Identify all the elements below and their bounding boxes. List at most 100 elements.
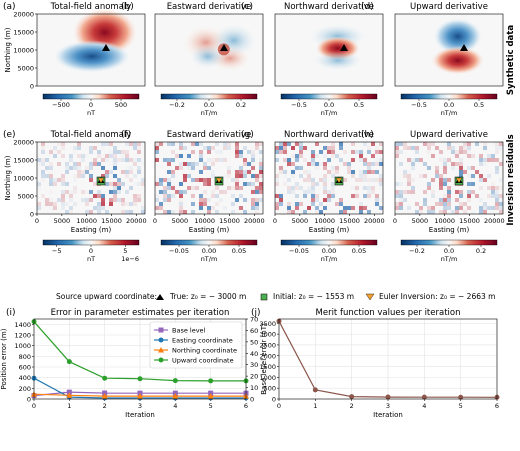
residual-cell [359, 170, 363, 174]
residual-cell [323, 198, 327, 202]
residual-cell [359, 202, 363, 206]
residual-cell [235, 198, 239, 202]
data-point [172, 378, 178, 384]
colorbar [400, 93, 498, 100]
residual-cell [335, 170, 339, 174]
residual-cell [121, 182, 125, 186]
xtick-label: 4 [422, 402, 426, 410]
residual-cell [179, 182, 183, 186]
residual-cell [339, 146, 343, 150]
residual-cell [167, 158, 171, 162]
residual-cell [415, 190, 419, 194]
residual-cell [199, 142, 203, 146]
ytick-label: 1400 [14, 321, 31, 329]
residual-cell [171, 210, 175, 214]
residual-cell [371, 186, 375, 190]
residual-cell [323, 206, 327, 210]
residual-cell [251, 182, 255, 186]
residual-cell [113, 174, 117, 178]
panel-f: (f) Eastward derivative 0 5000 10000 15000 200… [121, 130, 265, 263]
residual-cell [451, 162, 455, 166]
residual-cell [443, 202, 447, 206]
residual-cell [247, 150, 251, 154]
residual-cell [89, 210, 93, 214]
residual-cell [471, 166, 475, 170]
xtick-label: 3 [386, 402, 390, 410]
residual-cell [89, 162, 93, 166]
residual-cell [487, 194, 491, 198]
residual-cell [451, 210, 455, 214]
ytick-right-label: 70 [250, 316, 258, 324]
residual-cell [479, 186, 483, 190]
residual-cell [431, 206, 435, 210]
residual-cell [291, 162, 295, 166]
residual-cell [331, 190, 335, 194]
residual-cell [311, 202, 315, 206]
residual-cell [255, 202, 259, 206]
residual-cell [203, 198, 207, 202]
residual-cell [85, 198, 89, 202]
y-axis-label: Northing (m) [4, 27, 12, 72]
residual-cell [419, 174, 423, 178]
residual-cell [223, 158, 227, 162]
residual-cell [255, 206, 259, 210]
residual-cell [323, 182, 327, 186]
residual-cell [175, 190, 179, 194]
residual-cell [471, 154, 475, 158]
residual-cell [199, 178, 203, 182]
residual-cell [499, 178, 503, 182]
residual-cell [303, 146, 307, 150]
residual-cell [475, 142, 479, 146]
residual-cell [137, 170, 141, 174]
residual-cell [279, 146, 283, 150]
residual-cell [251, 162, 255, 166]
residual-cell [247, 162, 251, 166]
residual-cell [247, 198, 251, 202]
residual-cell [243, 162, 247, 166]
residual-cell [77, 174, 81, 178]
residual-cell [443, 210, 447, 214]
residual-cell [367, 178, 371, 182]
xtick-label: 2 [103, 402, 107, 410]
residual-cell [295, 194, 299, 198]
colorbar-unit: nT/m [441, 255, 458, 263]
residual-cell [239, 194, 243, 198]
residual-cell [303, 190, 307, 194]
residual-cell [61, 202, 65, 206]
ytick-label: 5000 [17, 193, 34, 201]
data-point [102, 375, 108, 381]
residual-cell [363, 186, 367, 190]
residual-cell [97, 190, 101, 194]
residual-cell [411, 166, 415, 170]
residual-cell [171, 150, 175, 154]
residual-cell [283, 182, 287, 186]
residual-cell [423, 162, 427, 166]
residual-cell [243, 182, 247, 186]
residual-cell [53, 202, 57, 206]
residual-cell [171, 170, 175, 174]
residual-cell [93, 206, 97, 210]
residual-cell [415, 202, 419, 206]
panel-letter: (d) [361, 2, 374, 12]
residual-cell [129, 202, 133, 206]
xtick-label: 10000 [314, 217, 335, 225]
residual-cell [327, 158, 331, 162]
residual-cell [395, 194, 399, 198]
residual-cell [37, 202, 41, 206]
colorbar-tick-label: −0.2 [169, 101, 185, 109]
residual-cell [57, 198, 61, 202]
residual-cell [411, 190, 415, 194]
residual-cell [479, 174, 483, 178]
chart-title: Error in parameter estimates per iterati… [51, 308, 230, 318]
residual-cell [295, 182, 299, 186]
residual-cell [49, 166, 53, 170]
residual-cell [239, 150, 243, 154]
ytick-label: 10000 [13, 47, 34, 55]
residual-cell [499, 162, 503, 166]
residual-cell [101, 174, 105, 178]
residual-cell [363, 174, 367, 178]
panel-letter: (a) [3, 2, 16, 12]
residual-cell [443, 194, 447, 198]
residual-cell [315, 142, 319, 146]
residual-cell [133, 142, 137, 146]
